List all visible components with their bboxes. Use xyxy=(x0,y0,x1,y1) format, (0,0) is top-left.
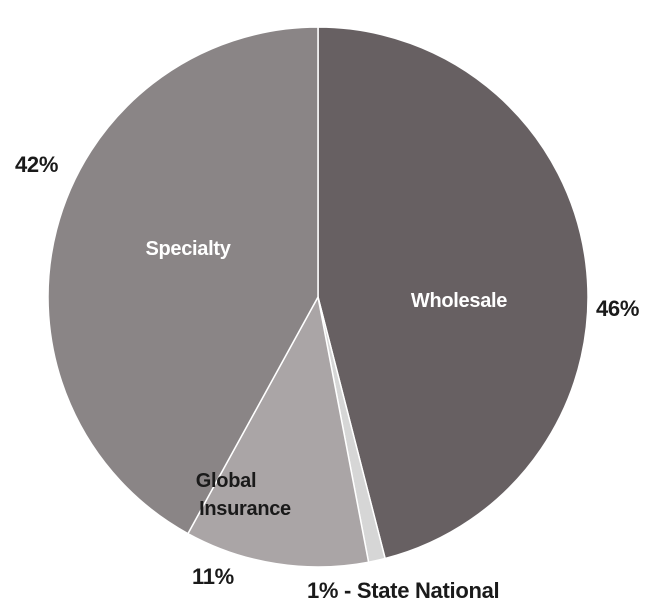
pie-slice-specialty xyxy=(47,26,319,535)
label-global-line1: Global xyxy=(196,470,256,492)
pie-slice-global-insurance xyxy=(186,294,370,568)
pct-label-global-insurance: 11% xyxy=(192,564,234,589)
label-specialty: Specialty xyxy=(145,238,231,260)
pie-slice-wholesale xyxy=(317,26,589,560)
label-wholesale: Wholesale xyxy=(411,290,507,312)
pct-label-state-national: 1% - State National xyxy=(307,578,499,603)
pct-label-specialty: 42% xyxy=(15,152,58,177)
pie-slices xyxy=(47,26,589,568)
label-global-line2: Insurance xyxy=(199,498,291,520)
pct-label-wholesale: 46% xyxy=(596,296,639,321)
